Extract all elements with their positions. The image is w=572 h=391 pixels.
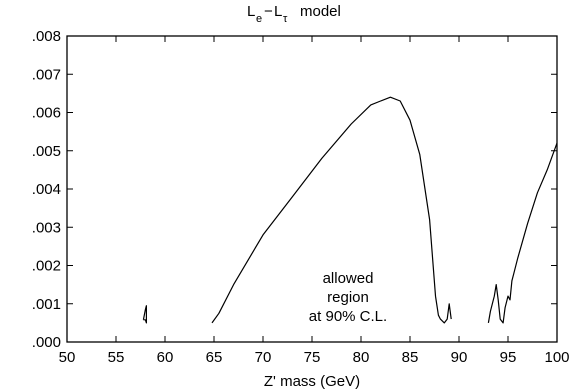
x-tick-label: 85: [402, 349, 419, 366]
plot-frame: [66, 35, 558, 343]
x-tick-label: 95: [500, 349, 517, 366]
title-l2-sub: τ: [283, 13, 288, 25]
x-tick-label: 65: [206, 349, 223, 366]
y-tick-label: .002: [32, 258, 61, 275]
x-tick-label: 90: [451, 349, 468, 366]
series-group: [142, 96, 558, 324]
x-axis-label: Z' mass (GeV): [264, 373, 360, 390]
title-l1-sub: e: [256, 13, 262, 25]
x-tick-label: 80: [353, 349, 370, 366]
y-tick-label: .007: [32, 66, 61, 83]
series-line-1: [211, 96, 452, 324]
annotation-line-0: allowed: [323, 270, 374, 287]
y-tick-label: .001: [32, 296, 61, 313]
y-tick-label: .004: [32, 181, 61, 198]
x-tick-label: 50: [59, 349, 76, 366]
x-tick-label: 100: [544, 349, 569, 366]
y-tick-label: .008: [32, 28, 61, 45]
x-tick-label: 60: [157, 349, 174, 366]
x-tick-label: 70: [255, 349, 272, 366]
title-l1: L: [247, 3, 255, 20]
title-dash: −: [264, 3, 273, 20]
annotation: allowed region at 90% C.L.: [309, 270, 387, 325]
annotation-line-2: at 90% C.L.: [309, 308, 387, 325]
y-tick-label: .003: [32, 219, 61, 236]
y-tick-label: .005: [32, 143, 61, 160]
annotation-line-1: region: [327, 289, 369, 306]
title-rest: model: [300, 3, 341, 20]
series-line-0: [142, 305, 147, 324]
series-line-2: [487, 142, 558, 324]
x-tick-label: 55: [108, 349, 125, 366]
title-l2: L: [274, 3, 282, 20]
x-tick-label: 75: [304, 349, 321, 366]
y-tick-label: .006: [32, 105, 61, 122]
chart-title: L e − L τ model: [247, 3, 341, 25]
ticks: 50 55 60 65 70 75 80 85 90 95 100 .000 .001 .002 .003.…: [32, 28, 570, 366]
y-tick-label: .000: [32, 334, 61, 351]
